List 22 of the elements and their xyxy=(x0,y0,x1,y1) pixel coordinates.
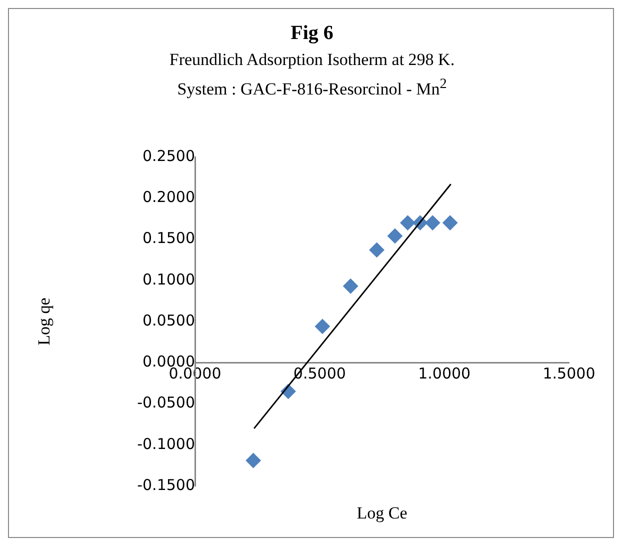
y-axis-title: Log qe xyxy=(34,298,54,346)
y-tick-label: -0.1000 xyxy=(137,434,195,453)
y-tick-label: 0.2500 xyxy=(142,146,195,165)
chart-subtitle: Freundlich Adsorption Isotherm at 298 K. System : GAC-F-816-Resorcinol - Mn$^{2}$ xyxy=(168,49,456,101)
point xyxy=(442,215,458,230)
y-tick-label: 0.0500 xyxy=(142,311,195,330)
point xyxy=(246,453,261,468)
point xyxy=(425,215,440,230)
y-tick-label: -0.1500 xyxy=(137,476,195,494)
y-tick-label: -0.0500 xyxy=(137,394,195,412)
x-tick-label: 1.5000 xyxy=(542,364,596,383)
y-tick-label: 0.2000 xyxy=(142,188,195,206)
chart-title: Fig 6 xyxy=(290,22,334,45)
y-tick-label: 0.1500 xyxy=(142,229,195,248)
x-tick-label: 1.0000 xyxy=(418,364,471,383)
point xyxy=(400,215,416,230)
point xyxy=(343,278,358,294)
point xyxy=(369,242,384,258)
point xyxy=(314,318,330,334)
x-axis-title: Log Ce xyxy=(356,503,408,522)
point xyxy=(387,228,402,244)
y-tick-label: 0.1000 xyxy=(142,270,195,288)
